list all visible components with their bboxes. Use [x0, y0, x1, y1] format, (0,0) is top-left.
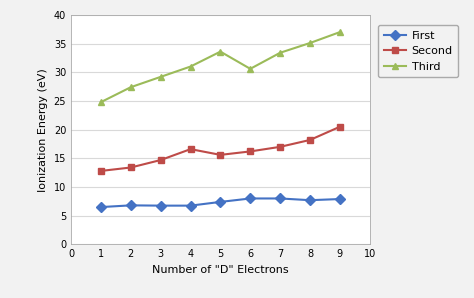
Second [98, 169, 104, 173]
Third [337, 30, 343, 34]
Legend: First, Second, Third: First, Second, Third [378, 25, 458, 77]
First [158, 204, 164, 207]
Second [218, 153, 223, 157]
First [307, 198, 313, 202]
Second [277, 145, 283, 149]
Third [247, 67, 253, 71]
Third [218, 50, 223, 53]
Second [128, 166, 134, 169]
First [188, 204, 193, 207]
Third [188, 65, 193, 68]
Second [158, 158, 164, 162]
Third [307, 41, 313, 45]
Line: Second: Second [98, 123, 343, 174]
X-axis label: Number of "D" Electrons: Number of "D" Electrons [152, 265, 289, 275]
Line: Third: Third [98, 29, 343, 105]
Third [98, 100, 104, 104]
First [98, 205, 104, 209]
Second [307, 138, 313, 142]
Line: First: First [98, 195, 343, 211]
First [247, 197, 253, 200]
First [218, 200, 223, 204]
Third [128, 86, 134, 89]
First [277, 197, 283, 200]
Second [247, 150, 253, 153]
First [337, 197, 343, 201]
Y-axis label: Ionization Energy (eV): Ionization Energy (eV) [38, 68, 48, 192]
Third [277, 51, 283, 55]
First [128, 204, 134, 207]
Third [158, 75, 164, 79]
Second [337, 125, 343, 128]
Second [188, 147, 193, 151]
